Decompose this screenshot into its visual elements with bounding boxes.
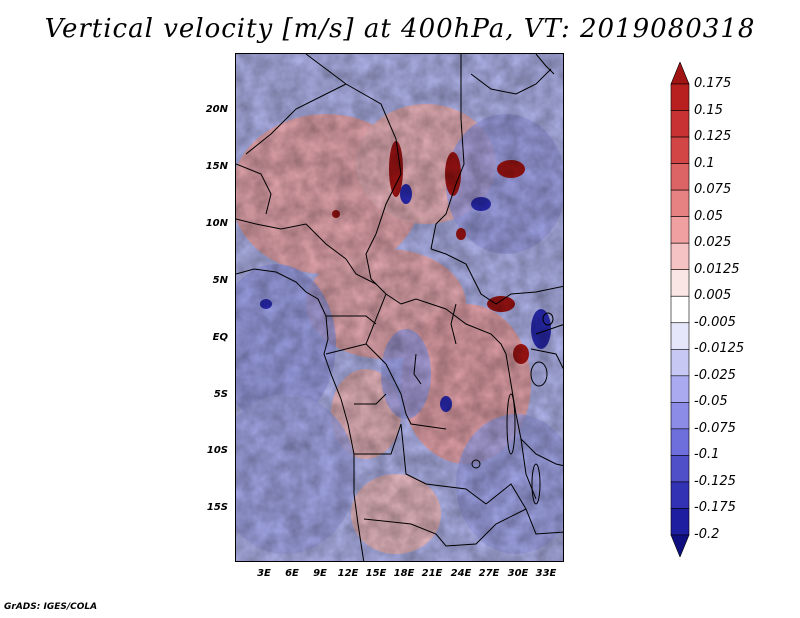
colorbar-cell — [670, 189, 690, 217]
colorbar-label: -0.2 — [694, 527, 720, 542]
colorbar-cell — [670, 348, 690, 377]
colorbar-label: 0.15 — [694, 102, 723, 118]
colorbar-label: -0.1 — [694, 447, 720, 463]
lon-label-30e: 30E — [507, 568, 529, 579]
colorbar-cell — [670, 62, 690, 85]
colorbar-cell — [670, 402, 690, 430]
colorbar-label: -0.075 — [694, 420, 736, 436]
colorbar-label: 0.1 — [694, 155, 715, 171]
colorbar-label: 0.0125 — [694, 261, 740, 277]
colorbar-cell — [670, 83, 690, 111]
colorbar-cell — [670, 455, 690, 483]
colorbar-cell — [670, 322, 690, 350]
colorbar-label: -0.025 — [694, 367, 736, 383]
colorbar-label: -0.125 — [694, 473, 736, 489]
vertical-velocity-field — [236, 54, 563, 561]
lat-label-5s: 5S — [213, 389, 228, 400]
lon-label-12e: 12E — [337, 568, 359, 579]
colorbar-label: 0.075 — [694, 182, 732, 198]
colorbar-cell — [670, 428, 690, 456]
lat-label-20n: 20N — [205, 104, 228, 115]
lat-label-5n: 5N — [212, 275, 228, 286]
colorbar-label: 0.005 — [694, 288, 732, 304]
lon-label-24e: 24E — [450, 568, 472, 579]
colorbar-cell — [670, 375, 690, 403]
colorbar-cell — [670, 481, 690, 509]
colorbar-cell — [670, 295, 690, 324]
lat-label-10s: 10S — [206, 445, 228, 456]
colorbar-label: 0.175 — [694, 76, 732, 91]
lon-label-9e: 9E — [313, 568, 327, 579]
colorbar-cell — [670, 534, 690, 557]
colorbar-cell — [670, 242, 690, 271]
lon-label-21e: 21E — [421, 568, 443, 579]
colorbar-label: -0.0125 — [694, 341, 745, 357]
lat-label-eq: EQ — [212, 332, 228, 343]
colorbar-label: 0.05 — [694, 208, 723, 224]
colorbar-cell — [670, 216, 690, 244]
colorbar-label: -0.05 — [694, 394, 728, 410]
colorbar-cell — [670, 110, 690, 138]
colorbar-cell — [670, 136, 690, 164]
grads-credit: GrADS: IGES/COLA — [4, 602, 98, 612]
lat-label-15s: 15S — [206, 502, 228, 513]
colorbar-cell — [670, 508, 690, 536]
colorbar-label: -0.175 — [694, 500, 736, 516]
colorbar-cell — [670, 163, 690, 191]
map-plot-area — [235, 53, 564, 562]
colorbar-cell — [670, 269, 690, 297]
colorbar — [670, 62, 690, 557]
map-title: Vertical velocity [m/s] at 400hPa, VT: 2… — [44, 14, 756, 44]
colorbar-label: 0.125 — [694, 129, 732, 145]
lon-label-3e: 3E — [257, 568, 271, 579]
lon-label-18e: 18E — [393, 568, 415, 579]
lon-label-33e: 33E — [535, 568, 557, 579]
lat-label-15n: 15N — [205, 161, 228, 172]
lon-label-15e: 15E — [365, 568, 387, 579]
colorbar-label: 0.025 — [694, 235, 732, 251]
lat-label-10n: 10N — [205, 218, 228, 229]
lon-label-27e: 27E — [478, 568, 500, 579]
lon-label-6e: 6E — [285, 568, 299, 579]
colorbar-label: -0.005 — [694, 314, 736, 330]
